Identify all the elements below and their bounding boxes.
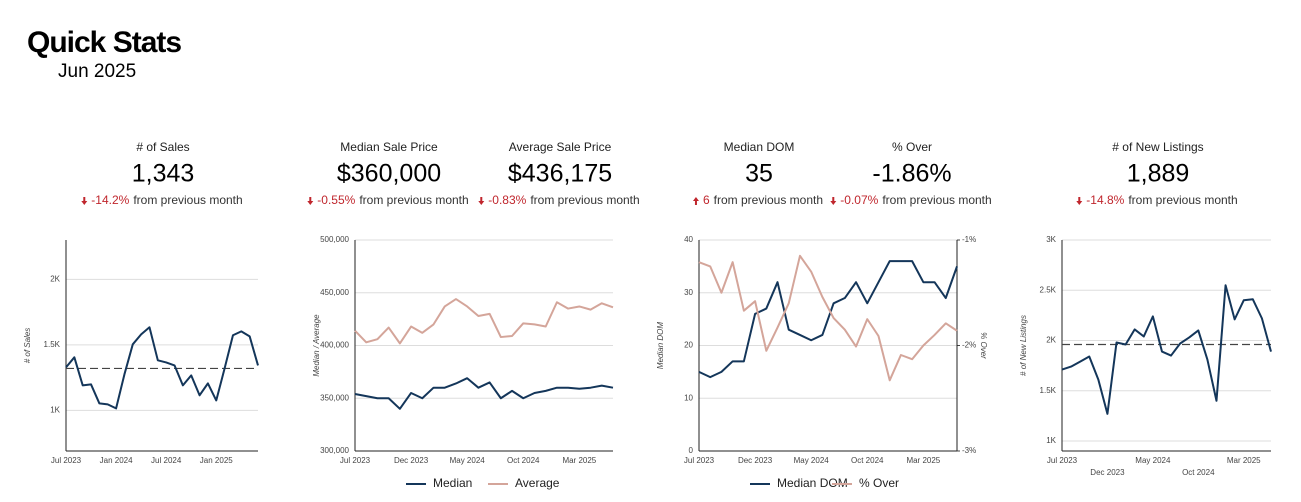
y-tick-label: 450,000 xyxy=(320,288,349,297)
kpi-arrow xyxy=(692,197,699,205)
y-tick-label: 2K xyxy=(1046,336,1056,345)
y-tick-label: 500,000 xyxy=(320,235,349,244)
y-tick-label: 1K xyxy=(50,405,60,414)
kpi-label: # of New Listings xyxy=(1112,140,1203,154)
y-axis-label: Median / Average xyxy=(312,314,321,377)
x-tick-label: Mar 2025 xyxy=(906,456,940,465)
legend-label: Average xyxy=(515,476,560,490)
series-line xyxy=(65,326,259,410)
kpi-arrow xyxy=(830,197,837,205)
x-tick-label: Jul 2023 xyxy=(51,456,82,465)
y2-axis-label: % Over xyxy=(979,332,988,359)
kpi-arrow xyxy=(307,197,314,205)
page-subtitle: Jun 2025 xyxy=(58,61,136,82)
x-tick-label: May 2024 xyxy=(450,456,486,465)
y-tick-label: 20 xyxy=(684,341,693,350)
y-tick-label: 2.5K xyxy=(1040,285,1057,294)
kpi-change: -14.8% from previous month xyxy=(1086,193,1237,207)
y-tick-label: 0 xyxy=(689,446,694,455)
y-tick-label: 40 xyxy=(684,235,693,244)
x-tick-label: Jul 2023 xyxy=(340,456,371,465)
x-tick-label: Jul 2023 xyxy=(1047,456,1078,465)
kpi-change: -0.07% from previous month xyxy=(840,193,991,207)
y-tick-label: 3K xyxy=(1046,235,1056,244)
kpi-delta: -14.8% xyxy=(1086,193,1124,207)
kpi-label: Average Sale Price xyxy=(509,140,612,154)
kpi-value: $436,175 xyxy=(508,160,612,188)
kpi-label: Median Sale Price xyxy=(340,140,438,154)
y-tick-label: 10 xyxy=(684,393,693,402)
x-tick-label: Dec 2023 xyxy=(1090,468,1125,477)
y-tick-label: 30 xyxy=(684,288,693,297)
y-tick-label: 1.5K xyxy=(44,340,61,349)
legend-label: % Over xyxy=(859,476,899,490)
kpi-value: 1,343 xyxy=(132,160,195,188)
y-tick-label: 400,000 xyxy=(320,341,349,350)
kpi-delta: 6 xyxy=(703,193,710,207)
x-tick-label: Dec 2023 xyxy=(394,456,429,465)
y-tick-label: 1K xyxy=(1046,436,1056,445)
x-tick-label: Jul 2023 xyxy=(684,456,715,465)
kpi-change: 6 from previous month xyxy=(703,193,823,207)
kpi-delta: -0.83% xyxy=(488,193,526,207)
y-axis-label: Median DOM xyxy=(656,322,665,369)
kpi-arrow xyxy=(1076,197,1083,205)
page-title: Quick Stats xyxy=(27,26,181,59)
y-axis-label: # of Sales xyxy=(23,328,32,364)
y2-tick-label: -2% xyxy=(962,341,976,350)
kpi-label: Median DOM xyxy=(724,140,795,154)
x-tick-label: Mar 2025 xyxy=(562,456,596,465)
series-line xyxy=(698,260,958,379)
y2-tick-label: -3% xyxy=(962,446,976,455)
y-axis-label: # of New Listings xyxy=(1019,315,1028,376)
kpi-note: from previous month xyxy=(133,193,242,207)
x-tick-label: Dec 2023 xyxy=(738,456,773,465)
kpi-note: from previous month xyxy=(714,193,823,207)
series-line xyxy=(698,254,958,382)
x-tick-label: May 2024 xyxy=(794,456,830,465)
x-tick-label: Oct 2024 xyxy=(1182,468,1215,477)
y-tick-label: 350,000 xyxy=(320,393,349,402)
kpi-note: from previous month xyxy=(359,193,468,207)
kpi-value: -1.86% xyxy=(872,160,951,188)
y2-tick-label: -1% xyxy=(962,235,976,244)
kpi-note: from previous month xyxy=(1128,193,1237,207)
kpi-label: % Over xyxy=(892,140,932,154)
kpi-value: 35 xyxy=(745,160,773,188)
kpi-arrow xyxy=(478,197,485,205)
kpi-note: from previous month xyxy=(882,193,991,207)
kpi-label: # of Sales xyxy=(136,140,189,154)
kpi-note: from previous month xyxy=(530,193,639,207)
series-line xyxy=(1061,284,1272,415)
y-tick-label: 2K xyxy=(50,274,60,283)
y-tick-label: 1.5K xyxy=(1040,386,1057,395)
x-tick-label: Oct 2024 xyxy=(507,456,540,465)
legend-label: Median xyxy=(433,476,472,490)
x-tick-label: May 2024 xyxy=(1135,456,1171,465)
kpi-arrow xyxy=(81,197,88,205)
x-tick-label: Jan 2024 xyxy=(100,456,133,465)
kpi-value: 1,889 xyxy=(1127,160,1190,188)
kpi-change: -0.83% from previous month xyxy=(488,193,639,207)
kpi-value: $360,000 xyxy=(337,160,441,188)
kpi-change: -0.55% from previous month xyxy=(317,193,468,207)
x-tick-label: Mar 2025 xyxy=(1227,456,1261,465)
series-line xyxy=(354,298,614,345)
x-tick-label: Jul 2024 xyxy=(151,456,182,465)
kpi-change: -14.2% from previous month xyxy=(91,193,242,207)
kpi-delta: -14.2% xyxy=(91,193,129,207)
series-line xyxy=(354,377,614,410)
legend-label: Median DOM xyxy=(777,476,848,490)
x-tick-label: Oct 2024 xyxy=(851,456,884,465)
kpi-delta: -0.55% xyxy=(317,193,355,207)
y-tick-label: 300,000 xyxy=(320,446,349,455)
x-tick-label: Jan 2025 xyxy=(200,456,233,465)
kpi-delta: -0.07% xyxy=(840,193,878,207)
